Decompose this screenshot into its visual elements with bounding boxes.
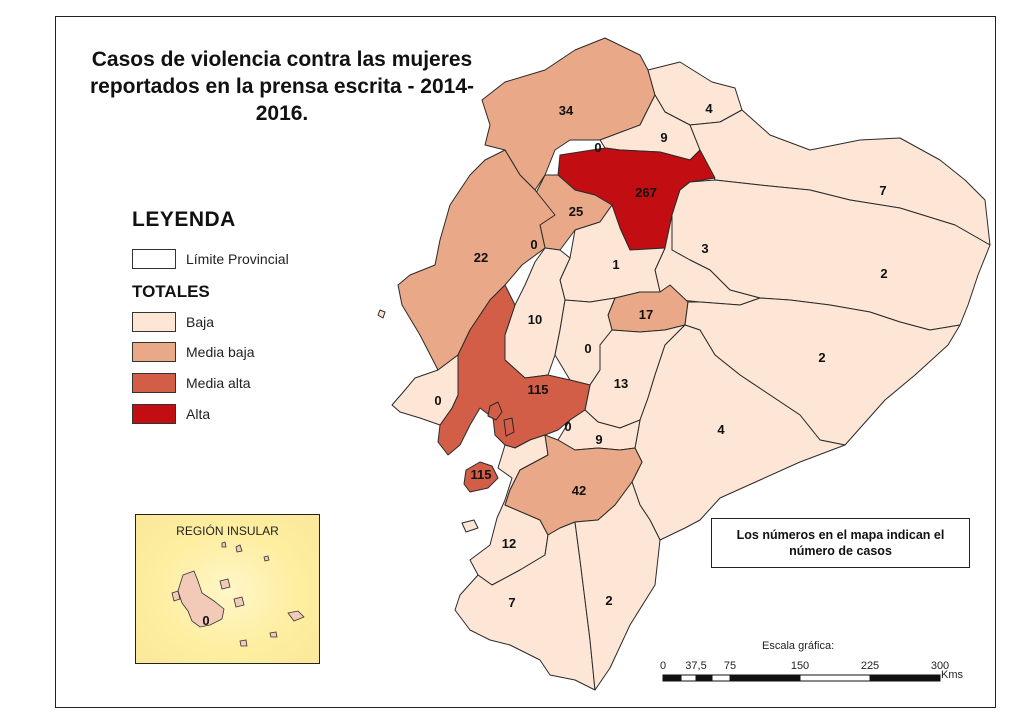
boundary-swatch (132, 249, 176, 269)
province-label: 12 (502, 536, 516, 551)
province-label: 9 (595, 432, 602, 447)
map-title: Casos de violencia contra las mujeres re… (90, 48, 474, 125)
province-label: 115 (471, 467, 492, 482)
province-label: 34 (559, 103, 574, 118)
legend-label: Media alta (186, 375, 251, 391)
islet (487, 401, 503, 421)
province-label: 267 (635, 185, 657, 200)
province-label: 2 (818, 350, 825, 365)
scale-tick: 300 (930, 660, 950, 672)
island-san-cristobal (287, 610, 305, 622)
scale-bar (662, 674, 941, 682)
legend-swatch (132, 373, 176, 393)
province-label: 10 (528, 312, 542, 327)
scale-tick: 150 (790, 660, 810, 672)
province-puna-island (463, 461, 499, 493)
island-santa-cruz (233, 596, 245, 608)
province-label: 0 (434, 393, 441, 408)
totals-heading: TOTALES (132, 282, 210, 301)
legend-swatch (132, 342, 176, 362)
province-label: 4 (717, 422, 725, 437)
map-note: Los números en el mapa indican el número… (711, 518, 970, 568)
island-santiago (219, 578, 231, 590)
legend-swatch (132, 312, 176, 332)
province-label: 7 (508, 595, 515, 610)
islet (377, 309, 386, 319)
insular-title: REGIÓN INSULAR (176, 524, 279, 538)
island-fernandina (171, 590, 181, 602)
island-marchena (235, 544, 243, 553)
province-santa-elena (391, 354, 459, 426)
island-pinta (221, 541, 227, 548)
province-label: 115 (528, 382, 549, 397)
legend-label: Media baja (186, 344, 255, 360)
scale-tick: 225 (860, 660, 880, 672)
scale-tick: 75 (723, 660, 737, 672)
islet (503, 417, 515, 437)
legend-class-alta: Alta (132, 403, 210, 425)
scale-tick: 0 (659, 660, 667, 672)
province-zamora (574, 481, 661, 691)
province-label: 0 (594, 140, 601, 155)
province-label: 2 (880, 266, 887, 281)
scale-tick: 37,5 (685, 660, 707, 672)
legend-heading: LEYENDA (132, 208, 236, 231)
legend-label: Baja (186, 314, 215, 330)
galapagos-map: 0 (171, 541, 305, 647)
insular-value: 0 (202, 613, 209, 628)
province-label: 42 (572, 483, 586, 498)
legend-label: Alta (186, 406, 211, 422)
islet (461, 519, 479, 533)
province-label: 0 (530, 237, 537, 252)
province-label: 3 (701, 241, 708, 256)
province-label: 2 (605, 593, 612, 608)
province-label: 7 (879, 183, 886, 198)
province-label: 9 (660, 130, 667, 145)
legend-swatch (132, 404, 176, 424)
scale-title: Escala gráfica: (762, 640, 835, 652)
island-floreana (239, 639, 248, 647)
legend-label: Límite Provincial (186, 251, 289, 267)
island-espanola (269, 631, 278, 638)
province-labels: 34 4 9 0 267 7 25 22 0 3 1 2 10 17 0 2 1… (434, 101, 887, 610)
province-label: 4 (705, 101, 713, 116)
island-isabela (177, 570, 225, 628)
province-loja (454, 521, 596, 691)
legend-class-media-alta: Media alta (132, 372, 251, 394)
island-genovesa (263, 555, 270, 562)
province-label: 17 (639, 307, 653, 322)
province-label: 13 (614, 376, 628, 391)
province-label: 1 (612, 257, 619, 272)
legend-class-media-baja: Media baja (132, 341, 255, 363)
legend-boundary: Límite Provincial (132, 248, 289, 270)
legend-class-baja: Baja (132, 311, 214, 333)
insular-region-inset: REGIÓN INSULAR 0 (135, 514, 320, 664)
province-label: 25 (569, 204, 583, 219)
province-label: 22 (474, 250, 488, 265)
scale-unit: Kms (941, 669, 963, 681)
province-label: 0 (564, 419, 571, 434)
province-label: 0 (584, 341, 591, 356)
